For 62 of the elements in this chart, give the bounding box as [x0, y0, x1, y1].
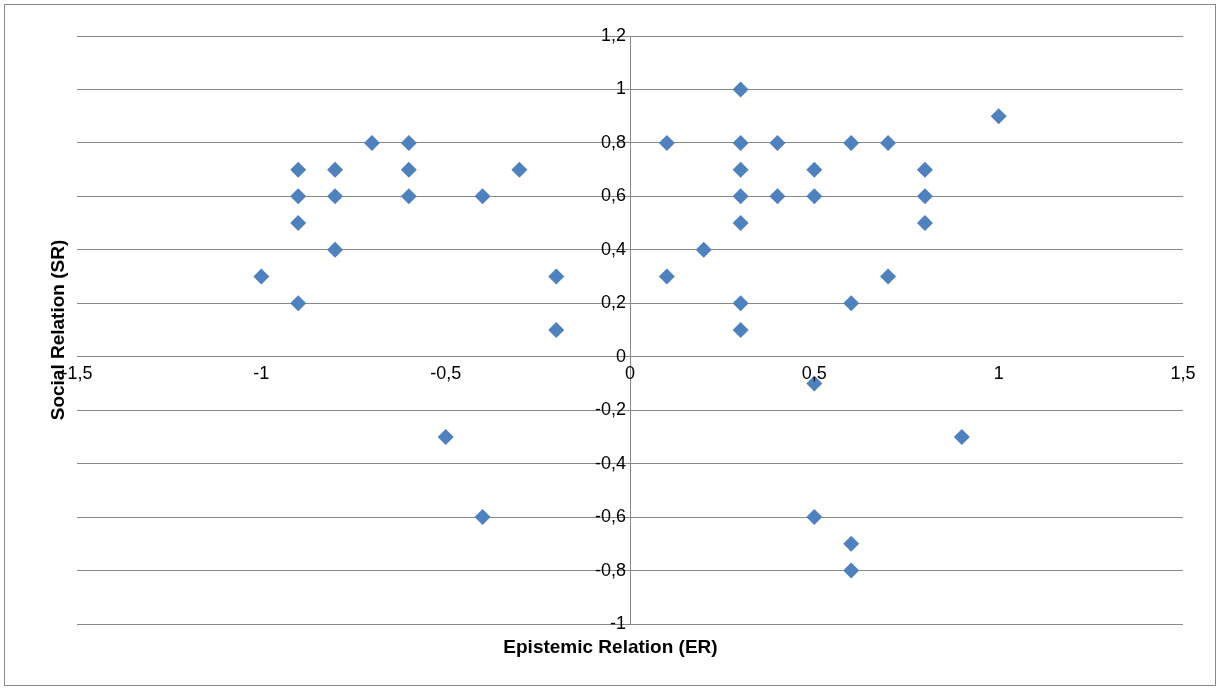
point: [806, 161, 823, 178]
point: [400, 188, 417, 205]
x-tick-label: -0,5: [430, 362, 462, 383]
point: [953, 428, 970, 445]
point: [916, 215, 933, 232]
y-tick-label: 0,4: [600, 238, 626, 259]
point: [769, 134, 786, 151]
point: [732, 188, 749, 205]
x-tick-label: 1,5: [1170, 362, 1196, 383]
x-tick-label: 1: [993, 362, 1004, 383]
point: [363, 134, 380, 151]
y-tick-label: -0,4: [594, 452, 626, 473]
point: [290, 215, 307, 232]
point: [880, 134, 897, 151]
point: [732, 295, 749, 312]
y-tick-label: -0,8: [594, 559, 626, 580]
x-tick-label: 0,5: [801, 362, 827, 383]
point: [732, 81, 749, 98]
point: [327, 188, 344, 205]
point: [474, 188, 491, 205]
y-tick-label: 0,8: [600, 131, 626, 152]
point: [843, 134, 860, 151]
point: [695, 241, 712, 258]
y-tick-label: 0,6: [600, 185, 626, 206]
point: [327, 161, 344, 178]
point: [327, 241, 344, 258]
y-tick-label: 0: [615, 345, 626, 366]
point: [806, 509, 823, 526]
point: [806, 188, 823, 205]
point: [474, 509, 491, 526]
point: [843, 562, 860, 579]
y-tick-label: -1: [609, 612, 626, 633]
point: [843, 535, 860, 552]
point: [290, 161, 307, 178]
point: [658, 134, 675, 151]
point: [732, 134, 749, 151]
point: [253, 268, 270, 285]
point: [548, 322, 565, 338]
x-tick-label: -1: [253, 362, 270, 383]
y-tick-label: -0,2: [594, 399, 626, 420]
point: [548, 268, 565, 285]
point: [916, 161, 933, 178]
point: [843, 295, 860, 312]
point: [400, 134, 417, 151]
point: [880, 268, 897, 285]
point: [437, 428, 454, 445]
point: [511, 161, 528, 178]
y-tick-label: 0,2: [600, 292, 626, 313]
point: [769, 188, 786, 205]
point: [658, 268, 675, 285]
point: [732, 161, 749, 178]
point: [290, 188, 307, 205]
point: [400, 161, 417, 178]
x-axis-title: Epistemic Relation (ER): [502, 636, 719, 658]
point: [916, 188, 933, 205]
y-tick-label: 1: [615, 78, 626, 99]
y-tick-label: 1,2: [600, 24, 626, 45]
point: [990, 108, 1007, 125]
point: [732, 322, 749, 338]
point: [290, 295, 307, 312]
point: [732, 215, 749, 232]
y-tick-label: -0,6: [594, 506, 626, 527]
